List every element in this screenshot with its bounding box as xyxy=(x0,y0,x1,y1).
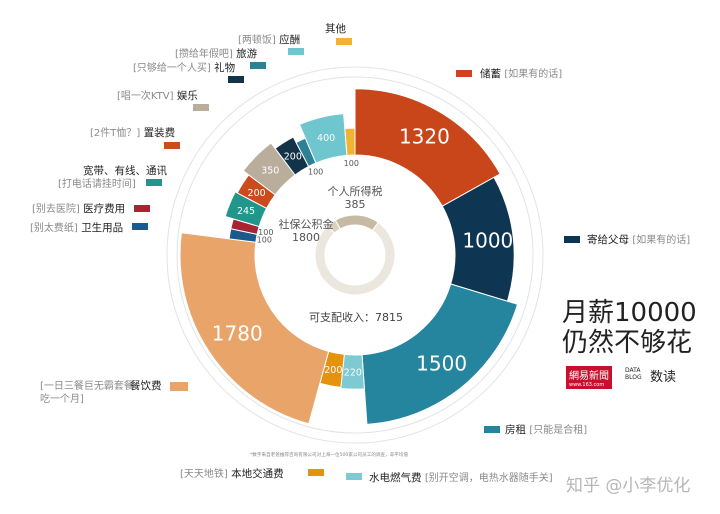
value-label-1: 1000 xyxy=(462,229,513,253)
guide-ring xyxy=(166,66,544,444)
swatch-yule xyxy=(193,104,209,111)
label-liwu: [只够给一个人买] 礼物 xyxy=(133,62,236,74)
label-jiaotong: [天天地铁] 本地交通费 xyxy=(180,468,284,480)
swatch-weisheng xyxy=(132,223,148,230)
tax-label: 个人所得税 385 xyxy=(327,185,383,211)
swatch-canyin xyxy=(170,382,188,391)
watermark: 知乎 @小李优化 xyxy=(566,476,691,496)
datablog-logo: DATA BLOG xyxy=(625,367,642,381)
value-label-8: 245 xyxy=(237,206,255,217)
label-weisheng: [别太费纸] 卫生用品 xyxy=(30,222,124,234)
outer-slice-2 xyxy=(361,283,519,425)
value-label-3: 220 xyxy=(344,367,362,378)
label-fangzu: 房租 [只能是合租] xyxy=(505,424,588,436)
note-kuandai: [打电话请挂时间] xyxy=(58,179,136,190)
swatch-qita xyxy=(336,38,352,45)
note-canyin: [一日三餐巨无霸套餐吃一个月] xyxy=(40,381,134,405)
label-fumu: 寄给父母 [如果有的话] xyxy=(587,234,691,246)
swatch-kuandai xyxy=(146,179,162,186)
value-label-10: 350 xyxy=(261,165,279,176)
label-zhizhuang: [2件T恤？] 置装费 xyxy=(90,127,176,139)
label-yule: [唱一次KTV] 娱乐 xyxy=(117,90,198,102)
netease-logo: 網易新聞 www.163.com xyxy=(566,366,612,389)
label-qita: 其他 xyxy=(325,23,346,35)
social-label: 社保公积金 1800 xyxy=(278,218,334,244)
disposable-label: 可支配收入：7815 xyxy=(309,311,403,324)
value-label-9: 200 xyxy=(248,188,266,199)
inner-slice-2 xyxy=(314,221,396,296)
label-yiliao: [别去医院] 医疗费用 xyxy=(32,203,126,215)
value-label-11: 200 xyxy=(284,152,302,163)
footnote: *数字来自老爸推荐咨询有限公司对上海一位500家公司员工的调查，非平均值 xyxy=(250,453,409,458)
swatch-fangzu xyxy=(484,426,500,433)
shudu-logo: 数读 xyxy=(650,370,677,385)
value-labels: 1320100015002202001780100100245200350200… xyxy=(212,125,513,379)
value-label-14: 100 xyxy=(344,159,359,168)
value-label-12: 100 xyxy=(308,168,323,177)
value-label-2: 1500 xyxy=(416,352,467,376)
label-lvyou: [攒给年假吧] 旅游 xyxy=(175,48,258,60)
swatch-shuidian xyxy=(346,473,362,480)
chart-title: 月薪10000 仍然不够花 xyxy=(562,298,697,358)
inner-ring xyxy=(314,214,396,296)
swatch-liwu xyxy=(228,76,244,83)
swatch-chuxu xyxy=(456,70,472,77)
value-label-0: 1320 xyxy=(399,125,450,149)
value-label-4: 200 xyxy=(324,365,342,376)
swatch-jiaotong xyxy=(308,469,324,476)
swatch-lvyou xyxy=(250,62,266,69)
swatch-yingchou xyxy=(288,48,304,55)
outer-slice-14 xyxy=(344,127,356,156)
label-kuandai: 宽带、有线、通讯 xyxy=(83,165,167,177)
label-canyin: 餐饮费 xyxy=(130,380,162,392)
value-label-5: 1780 xyxy=(212,321,263,345)
swatch-zhizhuang xyxy=(164,142,180,149)
guide-rings xyxy=(166,66,544,444)
outer-slice-0 xyxy=(354,88,501,207)
value-label-6: 100 xyxy=(257,235,272,244)
outer-slice-5 xyxy=(179,232,330,425)
value-label-13: 400 xyxy=(317,133,335,144)
label-yingchou: [两顿饭] 应酬 xyxy=(238,34,301,46)
swatch-yiliao xyxy=(134,205,150,212)
outer-ring xyxy=(179,88,519,425)
guide-ring xyxy=(176,76,534,434)
label-chuxu: 储蓄 [如果有的话] xyxy=(480,68,563,80)
value-label-7: 100 xyxy=(258,228,273,237)
label-shuidian: 水电燃气费 [别开空调，电热水器随手关] xyxy=(369,472,553,484)
swatch-fumu xyxy=(564,236,580,243)
